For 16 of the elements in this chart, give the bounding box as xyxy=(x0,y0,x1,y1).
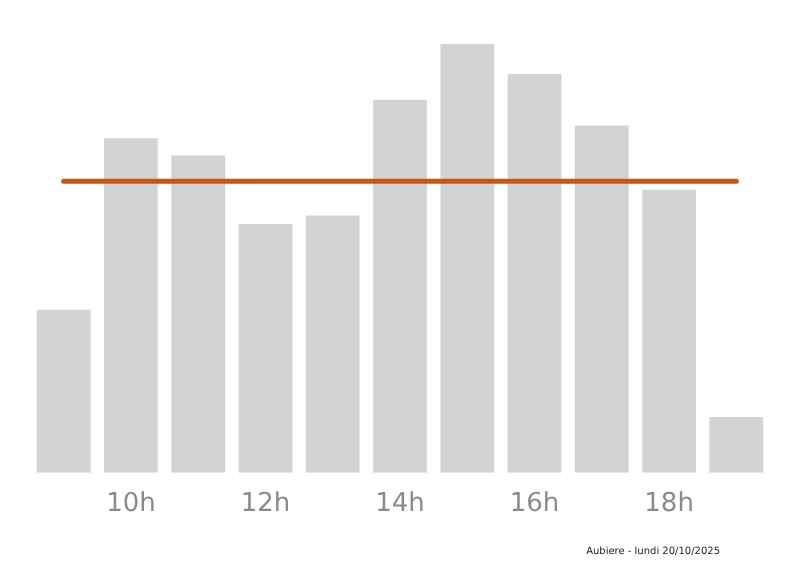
bar xyxy=(507,74,562,473)
bar xyxy=(104,138,158,473)
x-tick-label: 10h xyxy=(106,489,156,520)
bar xyxy=(238,224,293,473)
bar xyxy=(36,309,91,473)
x-tick-label: 18h xyxy=(644,489,694,520)
bar xyxy=(709,417,764,473)
bar xyxy=(373,99,427,473)
bar xyxy=(305,215,360,473)
bar xyxy=(642,189,696,473)
bar xyxy=(171,155,226,473)
x-tick-label: 12h xyxy=(240,489,291,520)
bar xyxy=(574,125,629,473)
x-tick-label: 16h xyxy=(509,489,560,520)
x-tick-label: 14h xyxy=(375,489,425,520)
bar xyxy=(440,44,495,473)
